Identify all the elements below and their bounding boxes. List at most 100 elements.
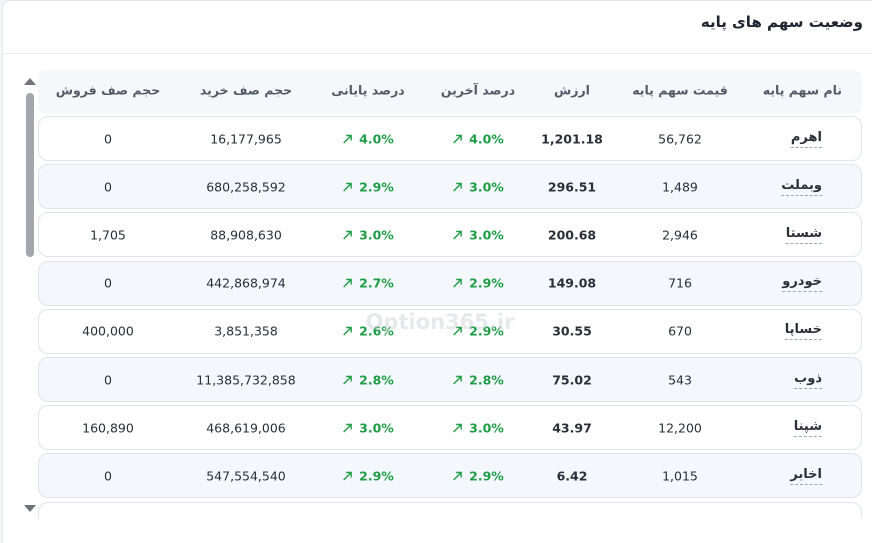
percent-cell: 2.9% (342, 179, 394, 194)
cell-value: 1,015 (662, 468, 698, 484)
percent-value: 2.7% (359, 275, 394, 291)
cell-value: 1,489 (662, 179, 698, 195)
cell-value: 547,554,540 (206, 468, 286, 484)
cell-value: 88,908,630 (210, 227, 282, 243)
table-row[interactable] (38, 405, 862, 451)
up-arrow-icon (343, 278, 352, 288)
percent-value: 2.9% (469, 275, 504, 291)
percent-value: 2.8% (359, 372, 394, 387)
column-header[interactable]: درصد پایانی (331, 82, 405, 98)
up-arrow-icon (343, 134, 352, 143)
percent-cell: 3.0% (452, 420, 504, 435)
up-arrow-icon (453, 375, 462, 384)
cell-value: 670 (668, 323, 692, 339)
symbol-name[interactable]: ذوب (794, 371, 822, 389)
percent-cell: 2.8% (342, 372, 394, 387)
cell-value: 75.02 (552, 372, 592, 387)
up-arrow-icon (453, 327, 462, 336)
percent-value: 3.0% (359, 227, 394, 243)
scrollbar[interactable] (23, 75, 37, 519)
cell-value: 2,946 (662, 227, 698, 243)
up-arrow-icon (453, 230, 462, 240)
cell-value: 16,177,965 (210, 131, 282, 146)
column-header[interactable]: قیمت سهم پایه (632, 82, 728, 98)
cell-value: 296.51 (547, 179, 597, 195)
percent-value: 2.9% (359, 468, 394, 484)
cell-value: 12,200 (658, 420, 702, 436)
percent-cell: 3.0% (342, 227, 394, 242)
cell-value: 1,705 (90, 227, 126, 243)
table-row[interactable] (38, 116, 862, 161)
cell-value: 400,000 (82, 323, 134, 339)
divider (3, 53, 872, 54)
percent-cell: 2.8% (452, 372, 504, 387)
table: نام سهم پایه قیمت سهم پایه ارزش درصد آخرین د… (36, 68, 868, 518)
up-arrow-icon (453, 278, 462, 288)
cell-value: 200.68 (547, 227, 597, 243)
up-arrow-icon (453, 182, 462, 192)
cell-value: 0 (104, 275, 112, 291)
percent-cell: 2.9% (452, 276, 504, 291)
cell-value: 6.42 (556, 468, 588, 484)
up-arrow-icon (343, 471, 352, 481)
table-row[interactable] (38, 308, 862, 354)
up-arrow-icon (343, 327, 352, 336)
up-arrow-icon (343, 230, 352, 240)
column-header[interactable]: درصد آخرین (440, 82, 516, 98)
symbol-name[interactable]: خساپا (784, 322, 822, 341)
scroll-thumb[interactable] (26, 93, 34, 257)
percent-cell: 2.6% (342, 324, 394, 339)
table-row[interactable] (38, 260, 862, 306)
cell-value: 1,201.18 (541, 131, 603, 146)
percent-value: 3.0% (469, 179, 504, 195)
up-arrow-icon (343, 375, 352, 384)
percent-value: 2.9% (469, 323, 504, 339)
percent-value: 4.0% (469, 131, 504, 146)
cell-value: 442,868,974 (206, 275, 286, 291)
cell-value: 0 (104, 131, 112, 146)
percent-value: 3.0% (469, 420, 504, 436)
column-header[interactable]: حجم صف خرید (199, 82, 293, 98)
table-row[interactable] (38, 164, 862, 210)
cell-value: 11,385,732,858 (196, 372, 296, 387)
symbol-name[interactable]: اخابر (790, 467, 822, 485)
cell-value: 43.97 (552, 420, 592, 436)
cell-value: 30.55 (552, 323, 592, 339)
up-arrow-icon (343, 423, 352, 433)
symbol-name[interactable]: شپنا (793, 419, 822, 437)
table-row[interactable] (38, 357, 862, 402)
percent-value: 2.9% (469, 468, 504, 484)
cell-value: 0 (104, 179, 112, 195)
percent-cell: 2.7% (342, 276, 394, 291)
percent-value: 3.0% (469, 227, 504, 243)
percent-cell: 3.0% (452, 227, 504, 242)
scroll-arrows (24, 78, 36, 512)
percent-cell: 3.0% (342, 420, 394, 435)
percent-cell: 3.0% (452, 179, 504, 194)
cell-value: 716 (668, 275, 692, 291)
cell-value: 680,258,592 (206, 179, 286, 195)
symbol-name[interactable]: اهرم (790, 130, 822, 148)
column-header[interactable]: حجم صف فروش (55, 82, 161, 98)
percent-value: 2.6% (359, 323, 394, 339)
column-header[interactable]: نام سهم پایه (762, 82, 842, 98)
header-row (38, 70, 862, 114)
up-arrow-icon (453, 134, 462, 143)
cell-value: 3,851,358 (214, 323, 278, 339)
percent-cell: 2.9% (342, 468, 394, 483)
table-row[interactable] (38, 453, 862, 499)
cell-value: 543 (668, 372, 692, 387)
column-header[interactable]: ارزش (554, 82, 590, 98)
up-arrow-icon (453, 471, 462, 481)
up-arrow-icon (343, 182, 352, 192)
symbol-name[interactable]: شستا (785, 226, 822, 244)
cell-value: 0 (104, 468, 112, 484)
table-row (38, 501, 862, 518)
percent-value: 2.9% (359, 179, 394, 195)
percent-value: 4.0% (359, 131, 394, 146)
cell-value: 149.08 (547, 275, 597, 291)
symbol-name[interactable]: خودرو (782, 274, 822, 293)
table-row[interactable] (38, 212, 862, 258)
symbol-name[interactable]: وبملت (781, 178, 822, 196)
